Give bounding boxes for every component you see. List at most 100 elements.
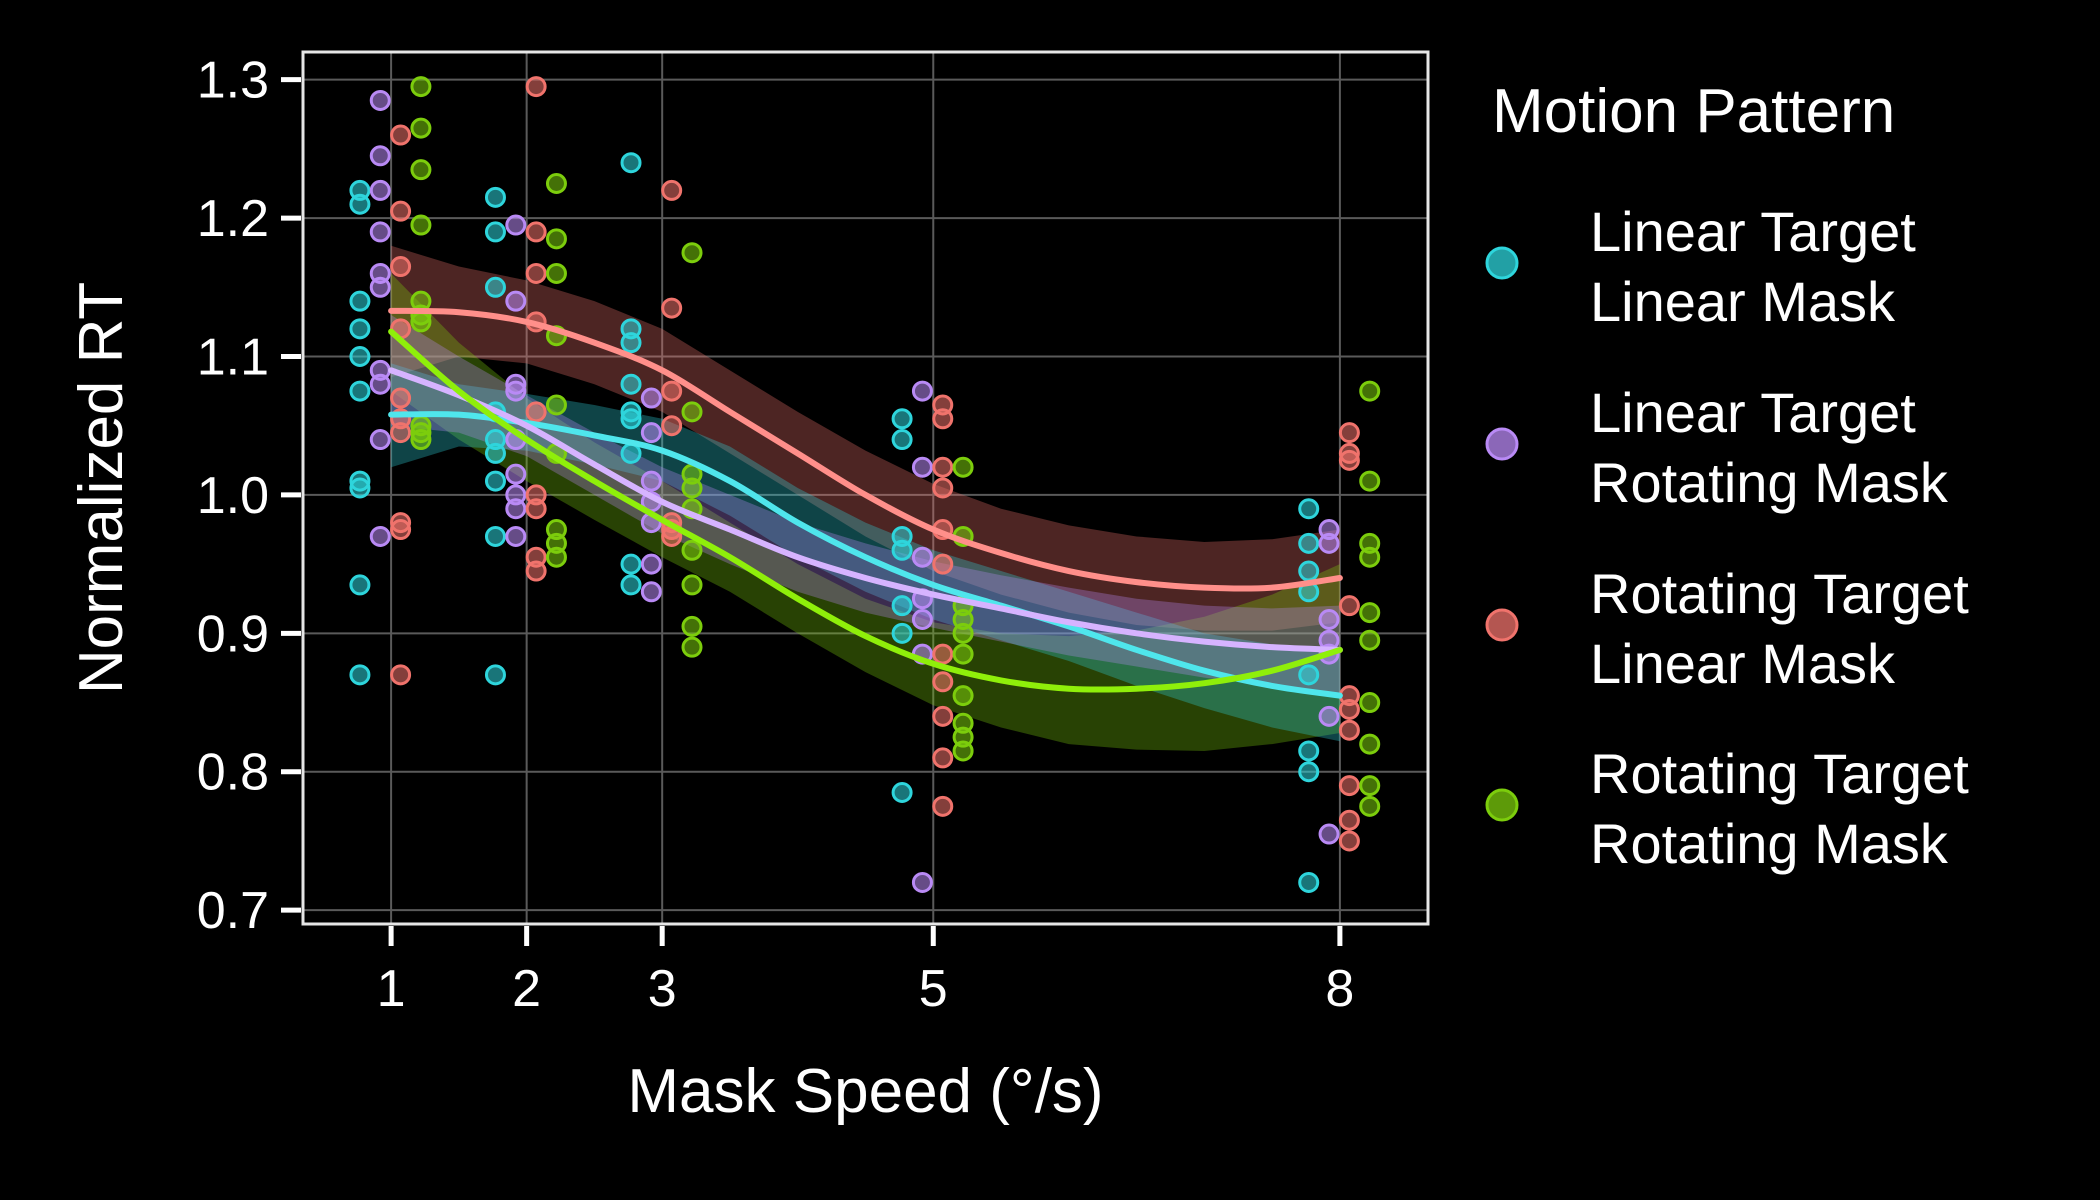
data-point bbox=[369, 179, 391, 201]
data-point bbox=[891, 622, 913, 644]
data-point bbox=[1298, 761, 1320, 783]
y-tick-label: 1.3 bbox=[197, 52, 269, 110]
data-point bbox=[640, 470, 662, 492]
data-point bbox=[545, 262, 567, 284]
data-point bbox=[932, 456, 954, 478]
data-point bbox=[891, 595, 913, 617]
data-point bbox=[1359, 546, 1381, 568]
legend-title: Motion Pattern bbox=[1492, 77, 1895, 146]
confidence-band bbox=[391, 273, 1340, 751]
data-point bbox=[891, 539, 913, 561]
data-point bbox=[661, 179, 683, 201]
data-point bbox=[484, 470, 506, 492]
data-point bbox=[505, 214, 527, 236]
data-point bbox=[349, 664, 371, 686]
data-point bbox=[640, 553, 662, 575]
data-point bbox=[349, 380, 371, 402]
legend-label: Linear Mask bbox=[1590, 270, 1896, 333]
data-point bbox=[681, 539, 703, 561]
data-point bbox=[1298, 498, 1320, 520]
data-point bbox=[545, 546, 567, 568]
data-point bbox=[952, 685, 974, 707]
data-point bbox=[349, 477, 371, 499]
x-axis-title: Mask Speed (°/s) bbox=[627, 1057, 1103, 1126]
data-point bbox=[369, 525, 391, 547]
plot-border bbox=[301, 50, 1430, 926]
data-point bbox=[681, 574, 703, 596]
data-point bbox=[911, 380, 933, 402]
data-point bbox=[911, 871, 933, 893]
data-point bbox=[932, 553, 954, 575]
data-point bbox=[390, 664, 412, 686]
data-point bbox=[545, 394, 567, 416]
legend-swatch bbox=[1485, 427, 1519, 461]
data-point bbox=[640, 422, 662, 444]
data-point bbox=[369, 429, 391, 451]
data-point bbox=[620, 373, 642, 395]
data-point bbox=[891, 782, 913, 804]
data-point bbox=[932, 477, 954, 499]
data-point bbox=[1359, 380, 1381, 402]
x-tick-label: 8 bbox=[1325, 960, 1354, 1018]
data-point bbox=[1359, 629, 1381, 651]
fit-line bbox=[388, 367, 1343, 653]
data-point bbox=[911, 546, 933, 568]
data-point bbox=[1338, 719, 1360, 741]
data-point bbox=[932, 671, 954, 693]
x-tick-label: 2 bbox=[512, 960, 541, 1018]
data-point bbox=[1359, 470, 1381, 492]
data-point bbox=[620, 442, 642, 464]
data-point bbox=[484, 442, 506, 464]
data-point bbox=[640, 387, 662, 409]
legend-label: Linear Target bbox=[1590, 381, 1916, 444]
grid bbox=[303, 52, 1428, 924]
data-point bbox=[681, 242, 703, 264]
data-point bbox=[390, 422, 412, 444]
data-point bbox=[410, 117, 432, 139]
data-points bbox=[349, 76, 1381, 893]
data-point bbox=[1359, 602, 1381, 624]
x-tick-label: 1 bbox=[377, 960, 406, 1018]
data-point bbox=[369, 145, 391, 167]
data-point bbox=[932, 795, 954, 817]
legend-label: Rotating Target bbox=[1590, 562, 1969, 625]
data-point bbox=[1338, 809, 1360, 831]
data-point bbox=[410, 429, 432, 451]
data-point bbox=[369, 221, 391, 243]
data-point bbox=[1338, 449, 1360, 471]
y-tick-label: 1.1 bbox=[197, 329, 269, 387]
data-point bbox=[545, 228, 567, 250]
x-tick-label: 5 bbox=[919, 960, 948, 1018]
legend-label: Rotating Mask bbox=[1590, 451, 1949, 514]
fit-line bbox=[388, 411, 1343, 699]
y-axis-title: Normalized RT bbox=[67, 282, 136, 694]
data-point bbox=[1298, 664, 1320, 686]
legend-label: Linear Target bbox=[1590, 200, 1916, 263]
data-point bbox=[952, 456, 974, 478]
fit-line bbox=[388, 307, 1343, 592]
data-point bbox=[349, 193, 371, 215]
legend-swatch bbox=[1485, 788, 1519, 822]
legend-swatch bbox=[1485, 246, 1519, 280]
data-point bbox=[369, 276, 391, 298]
data-point bbox=[410, 214, 432, 236]
data-point bbox=[410, 311, 432, 333]
data-point bbox=[349, 346, 371, 368]
data-point bbox=[1318, 823, 1340, 845]
data-point bbox=[620, 332, 642, 354]
data-point bbox=[525, 498, 547, 520]
data-point bbox=[410, 76, 432, 98]
data-point bbox=[410, 159, 432, 181]
data-point bbox=[505, 525, 527, 547]
data-point bbox=[349, 290, 371, 312]
data-point bbox=[620, 152, 642, 174]
data-point bbox=[390, 519, 412, 541]
confidence-band bbox=[391, 314, 1340, 695]
data-point bbox=[932, 705, 954, 727]
data-point bbox=[1359, 775, 1381, 797]
data-point bbox=[911, 608, 933, 630]
data-point bbox=[1338, 830, 1360, 852]
data-point bbox=[505, 498, 527, 520]
data-point bbox=[911, 456, 933, 478]
